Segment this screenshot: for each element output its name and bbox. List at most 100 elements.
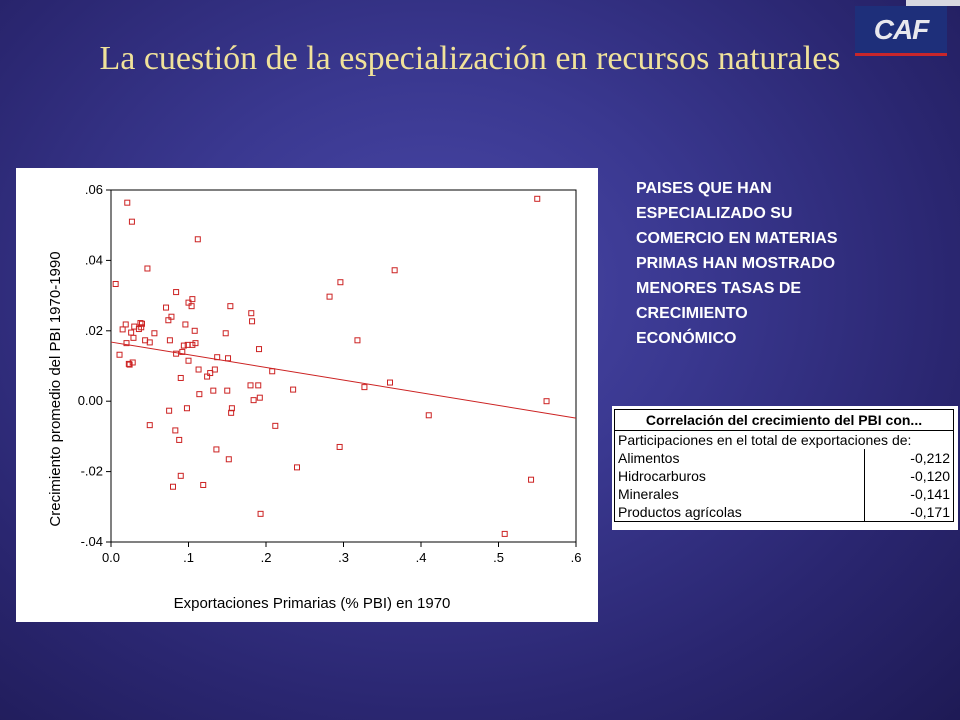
data-point	[257, 510, 264, 517]
data-point	[189, 341, 196, 348]
correlation-row-label: Productos agrícolas	[614, 503, 865, 522]
correlation-table: Correlación del crecimiento del PBI con.…	[614, 409, 955, 522]
data-point	[256, 394, 263, 401]
data-point	[129, 359, 136, 366]
summary-note-line: ESPECIALIZADO SU	[636, 205, 793, 222]
data-point	[269, 368, 276, 375]
data-points	[112, 195, 550, 537]
data-point	[125, 360, 132, 367]
data-point	[336, 443, 343, 450]
data-point	[189, 296, 196, 303]
data-point	[130, 334, 137, 341]
data-point	[210, 387, 217, 394]
correlation-table-header: Correlación del crecimiento del PBI con.…	[614, 409, 954, 431]
data-point	[194, 236, 201, 243]
data-point	[139, 320, 145, 327]
data-point	[204, 373, 211, 380]
y-tick-label: .06	[85, 182, 103, 197]
data-point	[116, 351, 123, 358]
y-axis-label: Crecimiento promedio del PBI 1970-1990	[47, 251, 64, 526]
data-point	[180, 342, 187, 349]
data-point	[173, 350, 180, 357]
chart-axes	[110, 189, 577, 543]
correlation-row-value: -0,171	[863, 503, 955, 522]
y-tick-label: 0.00	[78, 393, 103, 408]
data-point	[112, 280, 119, 287]
data-point	[337, 279, 344, 286]
data-point	[225, 456, 232, 463]
data-point	[191, 327, 198, 334]
data-point	[227, 303, 234, 310]
data-point	[165, 317, 172, 324]
data-point	[326, 293, 333, 300]
data-point	[168, 313, 175, 320]
data-point	[123, 340, 130, 347]
data-point	[124, 199, 131, 206]
data-point	[294, 464, 300, 471]
data-point	[176, 436, 183, 443]
data-point	[255, 382, 262, 389]
data-point	[183, 405, 190, 412]
correlation-row-value: -0,120	[863, 467, 955, 485]
data-point	[224, 387, 231, 394]
summary-note-line: MENORES TASAS DE	[636, 280, 802, 297]
correlation-table-subheader: Participaciones en el total de exportaci…	[614, 430, 954, 449]
scatter-chart: 0.0 .1 .2 .3 .4 .5 .6 .06 .04 .02 0.00 -.02 -.04 Exp…	[47, 182, 582, 612]
scatter-chart-panel: 0.0 .1 .2 .3 .4 .5 .6 .06 .04 .02 0.00 -.02 -.04 Exp…	[16, 168, 598, 622]
data-point	[228, 405, 235, 412]
data-point	[128, 218, 135, 225]
data-point	[144, 265, 151, 272]
x-tick-label: .5	[493, 550, 504, 565]
data-point	[225, 355, 232, 362]
data-point	[361, 384, 368, 391]
data-point	[200, 481, 207, 488]
summary-note-line: COMERCIO EN MATERIAS	[636, 230, 838, 247]
correlation-row-label: Hidrocarburos	[614, 467, 865, 485]
data-point	[256, 346, 263, 353]
data-point	[211, 366, 218, 373]
x-tick-label: .4	[416, 550, 427, 565]
x-tick-label: .3	[338, 550, 349, 565]
correlation-row-value: -0,212	[863, 449, 955, 467]
data-point	[170, 483, 176, 490]
data-point	[248, 310, 255, 317]
summary-note: PAISES QUE HAN ESPECIALIZADO SU COMERCIO E…	[636, 176, 936, 351]
data-point	[172, 427, 179, 434]
data-point	[195, 366, 202, 373]
data-point	[177, 374, 184, 381]
logo-text: CAF	[873, 14, 930, 45]
data-point	[128, 329, 135, 336]
summary-note-line: PRIMAS HAN MOSTRADO	[636, 255, 836, 272]
trend-line	[110, 341, 577, 419]
data-point	[179, 348, 186, 355]
x-tick-label: .2	[261, 550, 272, 565]
data-point	[185, 357, 192, 364]
caf-logo: CAF	[855, 6, 947, 56]
summary-note-line: CRECIMIENTO	[636, 305, 748, 322]
data-point	[272, 422, 279, 429]
correlation-row-label: Minerales	[614, 485, 865, 503]
data-point	[250, 397, 257, 404]
y-tick-label: .02	[85, 323, 103, 338]
data-point	[177, 472, 184, 479]
x-tick-label: .6	[571, 550, 582, 565]
y-tick-label: .04	[85, 252, 103, 267]
correlation-row-label: Alimentos	[614, 449, 865, 467]
data-point	[137, 320, 144, 327]
data-point	[387, 379, 393, 386]
data-point	[163, 304, 170, 311]
y-tick-label: -.04	[81, 534, 103, 549]
chart-ticks: 0.0 .1 .2 .3 .4 .5 .6 .06 .04 .02 0.00 -.02 -.04	[78, 182, 582, 565]
correlation-table-panel: Correlación del crecimiento del PBI con.…	[612, 406, 958, 530]
x-tick-label: 0.0	[102, 550, 120, 565]
data-point	[391, 267, 398, 274]
data-point	[543, 398, 550, 405]
data-point	[222, 330, 229, 337]
data-point	[146, 339, 153, 346]
data-point	[207, 370, 214, 377]
summary-note-line: PAISES QUE HAN	[636, 180, 772, 197]
data-point	[192, 340, 199, 347]
data-point	[528, 476, 535, 483]
slide-title: La cuestión de la especialización en rec…	[99, 40, 841, 77]
data-point	[182, 321, 189, 328]
